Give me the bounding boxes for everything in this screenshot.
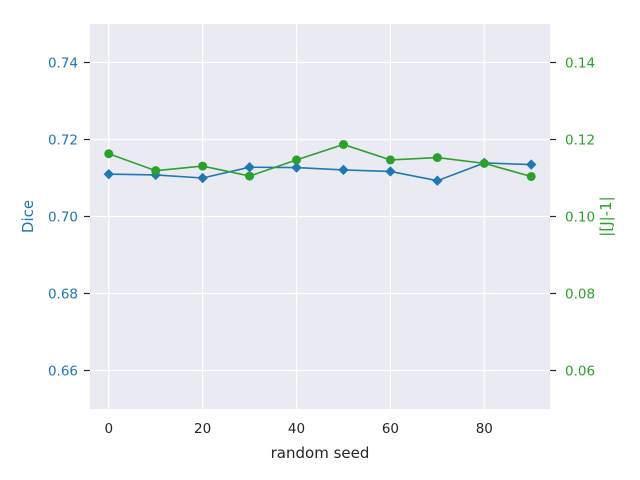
right-tick-label: 0.12 xyxy=(565,133,595,149)
left-tick-label: 0.70 xyxy=(48,210,78,226)
left-axis-title: Dice xyxy=(19,200,37,233)
left-axis-ticks: 0.66 0.68 0.70 0.72 0.74 xyxy=(48,56,90,380)
data-point xyxy=(385,155,395,165)
x-tick-label: 20 xyxy=(194,421,211,437)
data-point xyxy=(151,166,161,176)
data-point xyxy=(104,149,114,159)
data-point xyxy=(526,171,536,181)
series-layer xyxy=(103,140,537,186)
right-axis-title: |[J|-1| xyxy=(597,196,615,236)
data-point xyxy=(198,161,208,171)
data-point xyxy=(244,162,255,173)
x-tick-label: 0 xyxy=(104,421,113,437)
data-point xyxy=(432,153,442,163)
data-point xyxy=(338,164,349,176)
left-tick-label: 0.74 xyxy=(48,56,78,72)
data-point xyxy=(526,159,537,170)
left-tick-label: 0.72 xyxy=(48,133,78,149)
data-point xyxy=(292,155,302,165)
series-line xyxy=(108,162,532,182)
right-tick-label: 0.06 xyxy=(565,364,595,380)
x-axis-title: random seed xyxy=(271,444,370,462)
right-tick-label: 0.08 xyxy=(565,287,595,303)
x-axis-ticks: 0 20 40 60 80 xyxy=(104,421,492,437)
right-tick-label: 0.10 xyxy=(565,210,595,226)
data-point xyxy=(479,158,489,168)
data-point xyxy=(291,162,302,173)
right-tick-label: 0.14 xyxy=(565,56,595,72)
x-tick-label: 40 xyxy=(288,421,305,437)
x-tick-label: 60 xyxy=(382,421,399,437)
series-jacobian xyxy=(104,140,536,181)
y-grid-lines xyxy=(90,61,550,372)
data-point xyxy=(385,166,396,177)
left-tick-label: 0.66 xyxy=(48,364,78,380)
data-point xyxy=(197,172,208,184)
x-tick-label: 80 xyxy=(476,421,493,437)
data-point xyxy=(432,175,443,186)
right-axis-ticks: 0.06 0.08 0.10 0.12 0.14 xyxy=(550,56,595,380)
series-line xyxy=(108,143,532,178)
data-point xyxy=(245,171,255,181)
data-point xyxy=(338,140,348,150)
data-point xyxy=(103,168,114,180)
left-tick-label: 0.68 xyxy=(48,287,78,303)
